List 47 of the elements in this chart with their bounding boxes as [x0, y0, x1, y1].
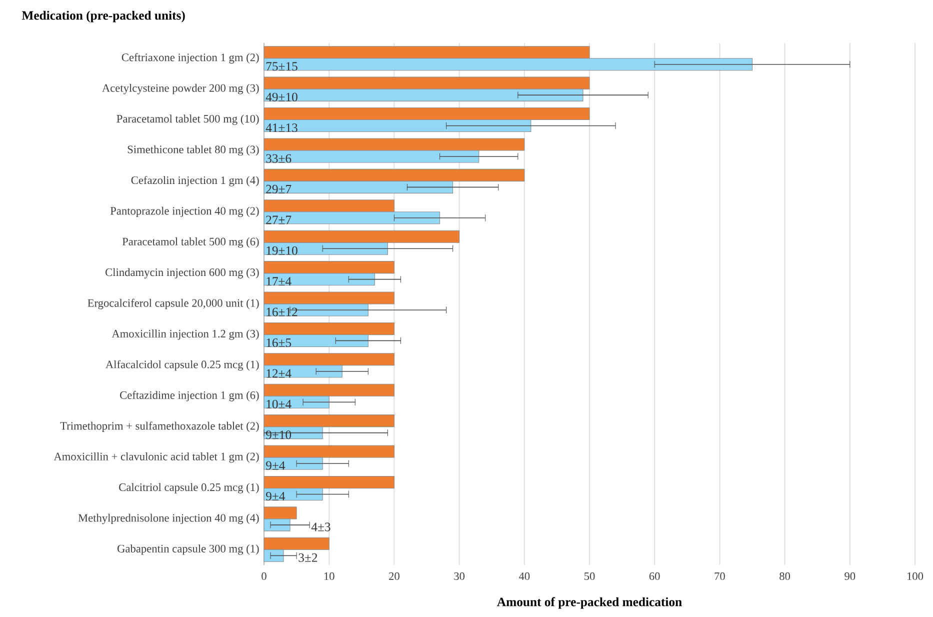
y-tick-label: Pantoprazole injection 40 mg (2) [110, 206, 259, 218]
y-tick-label: Gabapentin capsule 300 mg (1) [118, 544, 259, 555]
x-tick-label: 50 [584, 572, 595, 580]
data-label: 33±6 [266, 154, 292, 163]
data-label: 16±12 [266, 308, 298, 316]
y-tick-label: Ergocalciferol capsule 20,000 unit (1) [88, 298, 259, 310]
y-tick-label: Clindamycin injection 600 mg (3) [106, 268, 259, 278]
x-tick-label: 100 [908, 572, 924, 580]
y-tick-label: Amoxicillin injection 1.2 gm (3) [112, 330, 259, 340]
x-tick-label: 40 [518, 572, 530, 580]
data-label: 19±10 [266, 246, 298, 255]
data-label: 16±5 [266, 338, 292, 347]
x-tick-label: 30 [454, 572, 465, 580]
data-label: 75±15 [266, 62, 298, 71]
data-label: 4±3 [311, 522, 330, 532]
x-axis-title: Amount of pre-packed medication [497, 597, 682, 609]
x-tick-label: 60 [649, 572, 660, 580]
data-label: 41±13 [266, 124, 298, 132]
data-label: 29±7 [266, 184, 292, 194]
x-tick-label: 80 [780, 572, 790, 580]
data-label: 9±4 [266, 461, 286, 470]
y-tick-label: Calcitriol capsule 0.25 mcg (1) [119, 483, 259, 494]
y-tick-label: Simethicone tablet 80 mg (3) [128, 145, 259, 156]
y-tick-label: Paracetamol tablet 500 mg (10) [116, 114, 259, 125]
x-tick-label: 0 [262, 572, 266, 580]
data-label: 9±4 [266, 492, 286, 500]
x-tick-label: 70 [714, 572, 725, 580]
data-label: 10±4 [266, 400, 292, 408]
y-tick-label: Trimethoprim + sulfamethoxazole tablet (2) [60, 422, 259, 432]
y-tick-label: Paracetamol tablet 500 mg (6) [122, 237, 259, 248]
data-label: 9±10 [266, 430, 292, 440]
data-label: 49±10 [266, 92, 298, 102]
data-label: 3±2 [298, 553, 318, 562]
y-tick-label: Ceftazidime injection 1 gm (6) [120, 390, 259, 402]
y-tick-label: Methylprednisolone injection 40 mg (4) [78, 514, 259, 524]
x-tick-label: 90 [844, 572, 856, 580]
x-tick-label: 10 [324, 572, 334, 580]
y-tick-label: Amoxicillin + clavulonic acid tablet 1 gm (2) [54, 452, 259, 463]
y-tick-label: Alfacalcidol capsule 0.25 mcg (1) [106, 360, 259, 371]
y-axis-title: Medication (pre-packed units) [22, 10, 185, 22]
y-tick-label: Ceftriaxone injection 1 gm (2) [122, 53, 259, 64]
data-label: 12±4 [266, 369, 292, 378]
x-tick-label: 20 [389, 572, 400, 580]
data-label: 17±4 [266, 277, 292, 286]
y-tick-label: Acetylcysteine powder 200 mg (3) [102, 84, 259, 94]
y-tick-label: Cefazolin injection 1 gm (4) [131, 176, 259, 186]
data-label: 27±7 [266, 216, 292, 224]
